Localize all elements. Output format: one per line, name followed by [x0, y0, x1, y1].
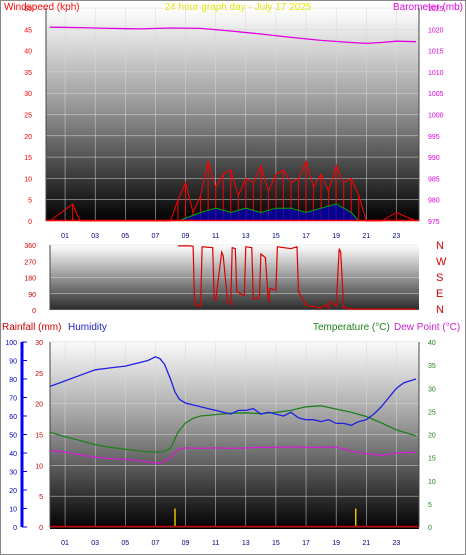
humidity-tick-label: 100: [5, 340, 17, 347]
humidity-tick-label: 10: [9, 507, 17, 514]
climate-x-tick-label: 07: [152, 540, 160, 547]
baro-y-tick-label: 980: [428, 198, 440, 205]
temp-tick-label: 25: [428, 409, 436, 416]
dewpoint-line: [49, 446, 417, 464]
climate-x-tick-label: 15: [272, 540, 280, 547]
humidity-line: [49, 356, 417, 426]
humidity-tick-label: 40: [9, 451, 17, 458]
temperature-legend: Temperature (°C): [313, 322, 390, 333]
rain-tick-label: 25: [35, 371, 43, 378]
humidity-tick-label: 20: [9, 488, 17, 495]
rain-tick-label: 15: [35, 433, 43, 440]
humidity-legend: Humidity: [68, 322, 107, 333]
temp-tick-label: 5: [428, 502, 432, 509]
rain-tick-label: 0: [39, 525, 43, 532]
wind-x-tick-label: 03: [91, 233, 99, 240]
wind-x-tick-label: 19: [332, 233, 340, 240]
chart-title: 24 hour graph day - July 17 2025: [165, 2, 312, 13]
wind-x-tick-label: 09: [182, 233, 190, 240]
barometer-line: [49, 26, 417, 45]
temp-tick-label: 20: [428, 433, 436, 440]
gust-area: [178, 204, 359, 221]
compass-label-w: W: [436, 256, 447, 268]
humidity-tick-label: 30: [9, 470, 17, 477]
wind-y-tick-label: 20: [24, 134, 32, 141]
compass-label-e: E: [436, 288, 443, 300]
climate-x-tick-label: 19: [332, 540, 340, 547]
humidity-tick-label: 50: [9, 433, 17, 440]
wind-y-tick-label: 45: [24, 27, 32, 34]
climate-x-tick-label: 09: [182, 540, 190, 547]
climate-x-tick-label: 21: [362, 540, 370, 547]
humidity-tick-label: 60: [9, 414, 17, 421]
climate-x-tick-label: 01: [61, 540, 69, 547]
climate-x-tick-label: 05: [121, 540, 129, 547]
wind-y-tick-label: 30: [24, 91, 32, 98]
climate-panel-bg: [50, 338, 419, 529]
temp-tick-label: 35: [428, 363, 436, 370]
wind-x-tick-label: 07: [152, 233, 160, 240]
direction-line: [178, 245, 416, 310]
dir-y-tick-label: 180: [24, 276, 36, 283]
baro-y-tick-label: 1015: [428, 49, 444, 56]
rain-tick-label: 5: [39, 494, 43, 501]
temp-tick-label: 30: [428, 386, 436, 393]
barometer-axis-label: Barometer (mb): [393, 2, 463, 13]
wind-y-tick-label: 10: [24, 176, 32, 183]
baro-y-tick-label: 1020: [428, 27, 444, 34]
temp-tick-label: 0: [428, 525, 432, 532]
wind-y-tick-label: 50: [24, 6, 32, 13]
dir-y-tick-label: 0: [32, 308, 36, 315]
wind-y-tick-label: 25: [24, 113, 32, 120]
wind-y-tick-label: 35: [24, 70, 32, 77]
wind-x-tick-label: 21: [362, 233, 370, 240]
dir-y-tick-label: 360: [24, 243, 36, 250]
baro-y-tick-label: 975: [428, 219, 440, 226]
wind-y-tick-label: 0: [28, 219, 32, 226]
baro-y-tick-label: 1000: [428, 113, 444, 120]
windspeed-axis-label: Windspeed (kph): [4, 2, 80, 13]
temp-tick-label: 15: [428, 456, 436, 463]
baro-y-tick-label: 1025: [428, 6, 444, 13]
temp-tick-label: 10: [428, 479, 436, 486]
compass-label-n: N: [436, 240, 444, 252]
wind-x-tick-label: 05: [121, 233, 129, 240]
wind-x-tick-label: 23: [393, 233, 401, 240]
temperature-line: [49, 405, 417, 453]
dewpoint-legend: Dew Point (°C): [394, 322, 460, 333]
compass-label-s: S: [436, 272, 443, 284]
climate-x-tick-label: 13: [242, 540, 250, 547]
baro-y-tick-label: 985: [428, 176, 440, 183]
humidity-tick-label: 70: [9, 396, 17, 403]
climate-x-tick-label: 03: [91, 540, 99, 547]
rain-tick-label: 20: [35, 402, 43, 409]
humidity-tick-label: 90: [9, 359, 17, 366]
rain-tick-label: 10: [35, 463, 43, 470]
compass-label-n: N: [436, 304, 444, 316]
baro-y-tick-label: 995: [428, 134, 440, 141]
rain-tick-label: 30: [35, 340, 43, 347]
gust-line: [177, 203, 360, 222]
wind-x-tick-label: 17: [302, 233, 310, 240]
wind-x-tick-label: 15: [272, 233, 280, 240]
temp-tick-label: 40: [428, 340, 436, 347]
humidity-tick-label: 80: [9, 377, 17, 384]
wind-y-tick-label: 5: [28, 198, 32, 205]
baro-y-tick-label: 990: [428, 155, 440, 162]
humidity-tick-label: 0: [13, 525, 17, 532]
wind-y-tick-label: 40: [24, 49, 32, 56]
rainfall-legend: Rainfall (mm): [2, 322, 61, 333]
dir-y-tick-label: 270: [24, 259, 36, 266]
baro-y-tick-label: 1010: [428, 70, 444, 77]
climate-x-tick-label: 23: [393, 540, 401, 547]
climate-x-tick-label: 11: [212, 540, 219, 547]
wind-x-tick-label: 01: [61, 233, 69, 240]
wind-x-tick-label: 11: [212, 233, 219, 240]
wind-x-tick-label: 13: [242, 233, 250, 240]
climate-x-tick-label: 17: [302, 540, 310, 547]
wind-y-tick-label: 15: [24, 155, 32, 162]
dir-y-tick-label: 90: [28, 292, 36, 299]
baro-y-tick-label: 1005: [428, 91, 444, 98]
